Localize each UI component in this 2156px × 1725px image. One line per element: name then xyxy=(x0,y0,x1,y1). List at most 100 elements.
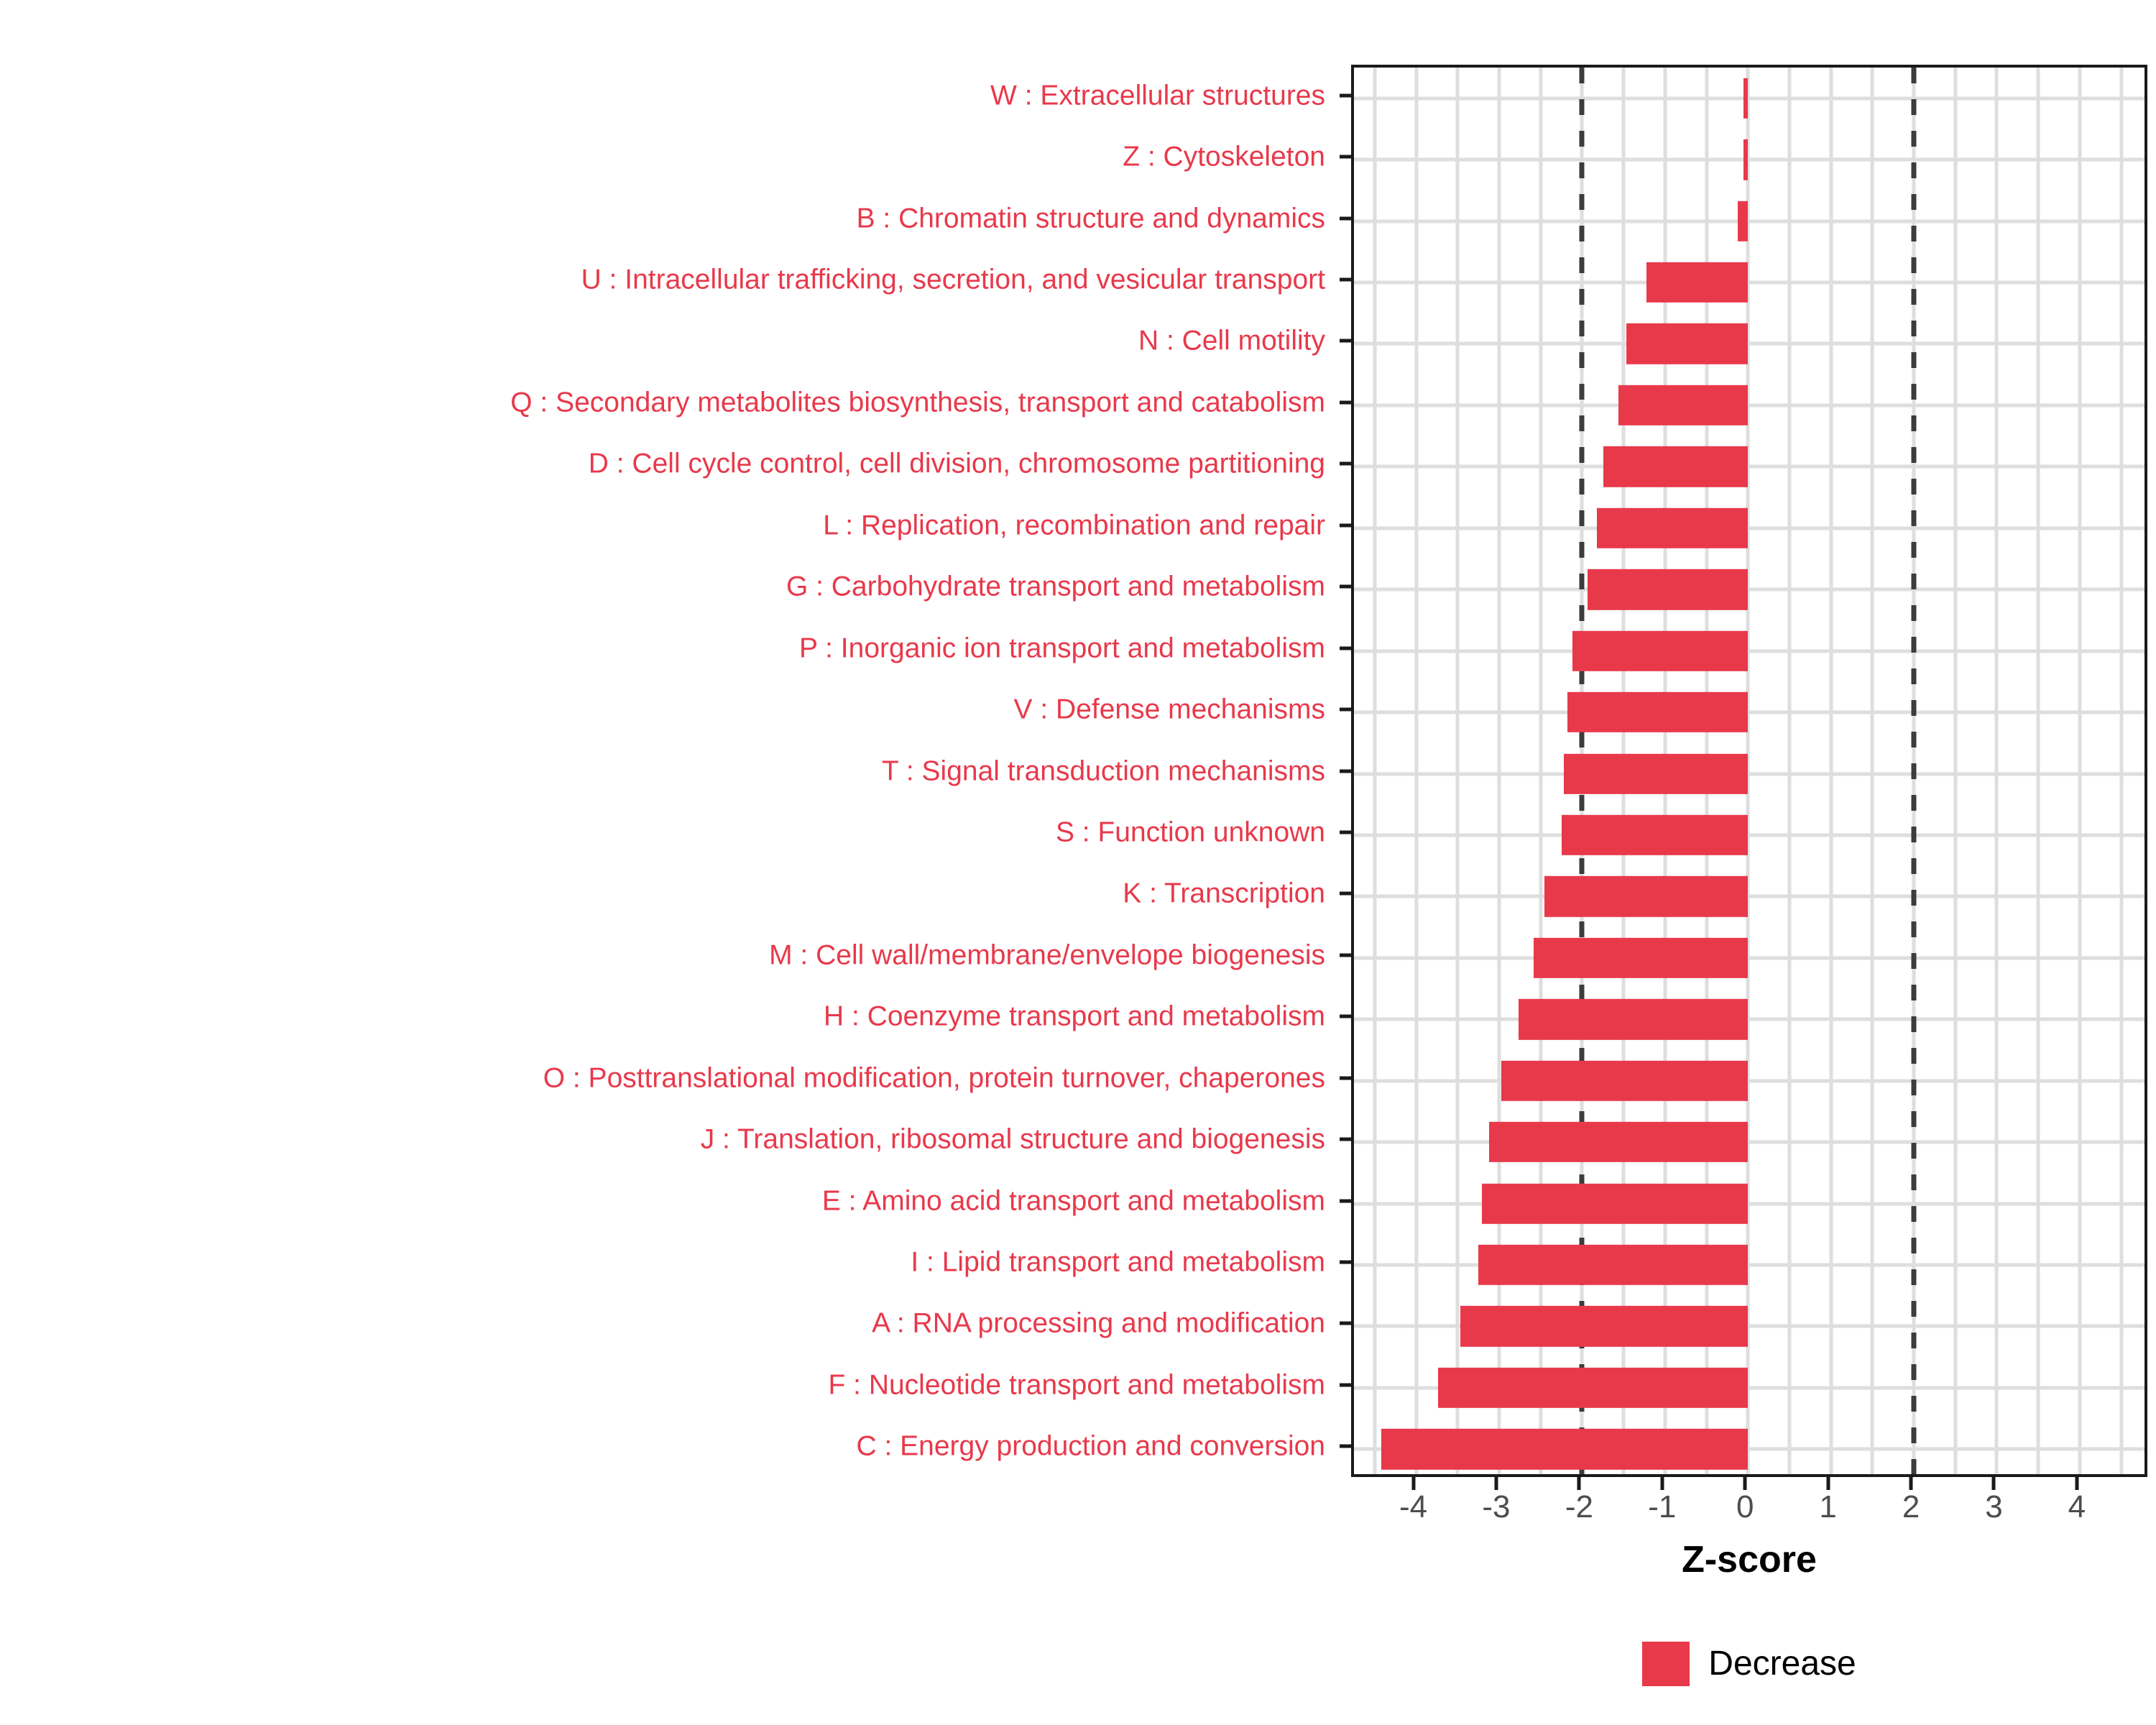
bar[interactable] xyxy=(1501,1060,1749,1101)
y-axis-tick xyxy=(1340,1014,1351,1018)
bar[interactable] xyxy=(1743,78,1749,119)
x-axis-tick-label: 0 xyxy=(1736,1489,1754,1524)
bar[interactable] xyxy=(1561,814,1749,856)
y-axis-tick xyxy=(1340,830,1351,834)
plot-panel-inner xyxy=(1354,68,2145,1474)
y-axis-tick xyxy=(1340,155,1351,159)
y-axis-tick xyxy=(1340,400,1351,405)
x-axis-tick xyxy=(1991,1477,1996,1490)
y-axis-tick xyxy=(1340,339,1351,343)
grid-line-vertical xyxy=(1746,68,1750,1474)
grid-line-horizontal xyxy=(1354,1447,2145,1451)
grid-line-horizontal xyxy=(1354,833,2145,837)
y-axis-tick xyxy=(1340,953,1351,957)
category-label: L : Replication, recombination and repai… xyxy=(823,510,1325,541)
x-axis-tick-label: -1 xyxy=(1648,1489,1677,1524)
x-axis-tick xyxy=(1743,1477,1747,1490)
bar[interactable] xyxy=(1572,630,1749,671)
y-axis-tick xyxy=(1340,1383,1351,1387)
y-axis-tick xyxy=(1340,93,1351,98)
grid-line-horizontal xyxy=(1354,1017,2145,1021)
y-axis-tick xyxy=(1340,891,1351,896)
grid-line-vertical xyxy=(1455,68,1460,1474)
y-axis-tick xyxy=(1340,1199,1351,1203)
bar[interactable] xyxy=(1597,507,1749,548)
bar[interactable] xyxy=(1460,1306,1749,1347)
bar[interactable] xyxy=(1567,691,1749,733)
bar[interactable] xyxy=(1588,569,1749,610)
bar[interactable] xyxy=(1534,937,1749,978)
bar[interactable] xyxy=(1564,753,1749,794)
category-label: Q : Secondary metabolites biosynthesis, … xyxy=(510,387,1325,418)
grid-line-vertical xyxy=(2036,68,2040,1474)
grid-line-horizontal xyxy=(1354,587,2145,592)
bar[interactable] xyxy=(1481,1183,1749,1224)
y-axis-tick xyxy=(1340,216,1351,221)
y-axis-tick xyxy=(1340,646,1351,650)
bar[interactable] xyxy=(1544,876,1749,917)
y-axis-tick xyxy=(1340,461,1351,466)
bar[interactable] xyxy=(1489,1121,1749,1163)
grid-line-horizontal xyxy=(1354,157,2145,162)
grid-line-vertical xyxy=(2078,68,2082,1474)
grid-line-vertical xyxy=(1787,68,1792,1474)
category-label: U : Intracellular trafficking, secretion… xyxy=(581,264,1325,295)
grid-line-horizontal xyxy=(1354,280,2145,285)
x-axis-title: Z-score xyxy=(1682,1539,1817,1581)
grid-line-vertical xyxy=(2119,68,2124,1474)
x-axis-tick xyxy=(1660,1477,1664,1490)
x-axis-tick xyxy=(1909,1477,1913,1490)
x-axis-tick-label: 4 xyxy=(2068,1489,2086,1524)
bar[interactable] xyxy=(1743,139,1749,180)
grid-line-vertical xyxy=(1373,68,1377,1474)
bar[interactable] xyxy=(1518,999,1749,1040)
grid-line-horizontal xyxy=(1354,1202,2145,1206)
category-label-column: W : Extracellular structures Z : Cytoskel… xyxy=(0,65,1338,1477)
y-axis-tick xyxy=(1340,707,1351,712)
y-axis-tick xyxy=(1340,523,1351,528)
bar[interactable] xyxy=(1626,323,1749,364)
bar[interactable] xyxy=(1738,201,1749,242)
category-label: O : Posttranslational modification, prot… xyxy=(543,1062,1325,1094)
y-axis-tick xyxy=(1340,1321,1351,1325)
x-axis-tick xyxy=(1494,1477,1498,1490)
grid-line-horizontal xyxy=(1354,1140,2145,1144)
grid-line-vertical xyxy=(1497,68,1501,1474)
grid-line-vertical xyxy=(1829,68,1833,1474)
category-label: N : Cell motility xyxy=(1138,325,1325,356)
legend-label-decrease: Decrease xyxy=(1708,1644,1856,1683)
grid-line-horizontal xyxy=(1354,1263,2145,1267)
y-axis-tick xyxy=(1340,1260,1351,1264)
x-axis-tick xyxy=(1577,1477,1581,1490)
bar[interactable] xyxy=(1478,1244,1749,1286)
grid-line-horizontal xyxy=(1354,894,2145,898)
category-label: E : Amino acid transport and metabolism xyxy=(821,1185,1325,1217)
x-axis-tick-label: -4 xyxy=(1399,1489,1428,1524)
x-axis-tick xyxy=(1826,1477,1830,1490)
bar[interactable] xyxy=(1646,262,1749,303)
category-label: S : Function unknown xyxy=(1055,816,1325,848)
x-axis-tick-label: 1 xyxy=(1819,1489,1837,1524)
grid-line-horizontal xyxy=(1354,956,2145,960)
category-label: P : Inorganic ion transport and metaboli… xyxy=(798,632,1325,664)
grid-line-horizontal xyxy=(1354,464,2145,469)
grid-line-horizontal xyxy=(1354,1386,2145,1390)
bar[interactable] xyxy=(1381,1429,1749,1470)
category-label: C : Energy production and conversion xyxy=(856,1430,1325,1462)
category-label: I : Lipid transport and metabolism xyxy=(911,1246,1325,1278)
x-axis-tick-label: -3 xyxy=(1482,1489,1511,1524)
category-label: M : Cell wall/membrane/envelope biogenes… xyxy=(769,939,1325,971)
grid-line-vertical xyxy=(1953,68,1958,1474)
grid-line-horizontal xyxy=(1354,649,2145,653)
x-axis: -4 -3 -2 -1 0 1 2 3 4 xyxy=(1351,1477,2147,1563)
bar[interactable] xyxy=(1437,1367,1749,1409)
legend-swatch-decrease xyxy=(1642,1642,1690,1686)
y-axis-tick xyxy=(1340,277,1351,282)
x-axis-tick xyxy=(1411,1477,1416,1490)
bar[interactable] xyxy=(1618,385,1749,426)
reference-line-2 xyxy=(1911,68,1917,1474)
bar[interactable] xyxy=(1603,446,1749,487)
x-axis-tick-label: 3 xyxy=(1985,1489,2003,1524)
grid-line-vertical xyxy=(1414,68,1419,1474)
